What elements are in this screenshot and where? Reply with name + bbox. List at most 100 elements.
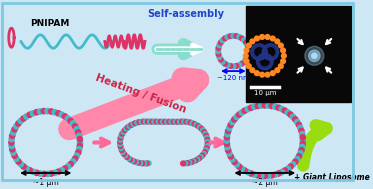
Circle shape (189, 160, 194, 164)
Circle shape (298, 125, 303, 131)
Circle shape (68, 161, 73, 167)
Circle shape (260, 72, 264, 77)
Circle shape (225, 63, 230, 67)
Circle shape (255, 173, 260, 178)
Circle shape (245, 106, 251, 112)
Circle shape (299, 128, 304, 134)
Circle shape (188, 120, 193, 125)
Circle shape (220, 60, 225, 64)
Circle shape (27, 168, 32, 173)
Circle shape (234, 114, 239, 119)
Circle shape (216, 46, 221, 50)
FancyArrowPatch shape (69, 78, 198, 129)
Circle shape (224, 135, 229, 140)
Circle shape (232, 117, 237, 122)
Circle shape (74, 153, 79, 158)
Circle shape (247, 64, 251, 68)
Circle shape (10, 147, 15, 152)
Circle shape (290, 114, 296, 119)
Circle shape (135, 120, 140, 125)
Circle shape (59, 168, 65, 173)
Circle shape (228, 34, 233, 39)
Circle shape (9, 136, 14, 142)
Circle shape (76, 147, 82, 152)
Circle shape (237, 35, 242, 39)
Circle shape (276, 171, 281, 176)
Circle shape (65, 116, 70, 121)
Circle shape (132, 159, 137, 164)
Circle shape (248, 105, 254, 110)
Circle shape (70, 121, 76, 126)
Circle shape (144, 119, 148, 124)
Circle shape (248, 171, 254, 176)
Circle shape (203, 150, 207, 155)
Circle shape (192, 122, 197, 126)
Circle shape (122, 151, 126, 156)
Circle shape (244, 59, 249, 64)
Circle shape (308, 50, 320, 62)
Circle shape (56, 169, 61, 174)
Circle shape (118, 144, 123, 148)
Circle shape (300, 141, 305, 146)
Circle shape (262, 103, 267, 108)
Circle shape (154, 119, 159, 124)
Circle shape (288, 164, 293, 169)
Circle shape (255, 103, 260, 109)
Circle shape (150, 119, 154, 124)
Bar (246, 6, 351, 101)
Circle shape (225, 35, 230, 39)
Circle shape (34, 170, 39, 175)
Circle shape (232, 159, 237, 164)
Circle shape (186, 120, 191, 125)
Circle shape (76, 133, 82, 138)
Circle shape (313, 54, 316, 57)
FancyArrowPatch shape (303, 125, 326, 165)
Circle shape (59, 112, 65, 117)
Circle shape (281, 59, 285, 64)
Circle shape (121, 129, 126, 134)
Circle shape (254, 36, 259, 41)
Circle shape (45, 171, 50, 177)
Circle shape (122, 128, 127, 132)
Circle shape (258, 173, 264, 178)
Circle shape (138, 161, 142, 165)
Circle shape (311, 53, 317, 59)
Circle shape (262, 173, 267, 178)
Circle shape (300, 138, 305, 143)
Circle shape (231, 33, 236, 38)
Text: 10 μm: 10 μm (254, 90, 276, 96)
Circle shape (194, 123, 199, 127)
Circle shape (180, 119, 185, 124)
Circle shape (265, 35, 270, 39)
Circle shape (218, 40, 223, 45)
Circle shape (136, 160, 141, 165)
Circle shape (279, 106, 285, 112)
Circle shape (27, 112, 32, 117)
Circle shape (62, 166, 68, 171)
Circle shape (204, 148, 208, 153)
Circle shape (72, 156, 78, 161)
Circle shape (30, 111, 36, 116)
Circle shape (184, 119, 189, 124)
Circle shape (12, 153, 17, 158)
Circle shape (246, 49, 251, 53)
Circle shape (198, 155, 203, 159)
Circle shape (299, 148, 304, 153)
Text: ~2 μm: ~2 μm (252, 178, 278, 187)
Circle shape (250, 39, 255, 44)
Circle shape (290, 162, 296, 167)
Circle shape (24, 166, 29, 171)
Circle shape (16, 121, 21, 126)
Circle shape (243, 53, 248, 58)
Circle shape (21, 116, 26, 121)
Circle shape (48, 171, 54, 176)
Circle shape (10, 150, 16, 155)
Circle shape (178, 119, 182, 124)
Circle shape (38, 109, 43, 114)
Circle shape (76, 130, 81, 135)
Circle shape (245, 54, 250, 59)
Circle shape (227, 125, 232, 131)
Circle shape (279, 170, 285, 175)
Circle shape (34, 110, 39, 115)
Circle shape (171, 119, 176, 124)
